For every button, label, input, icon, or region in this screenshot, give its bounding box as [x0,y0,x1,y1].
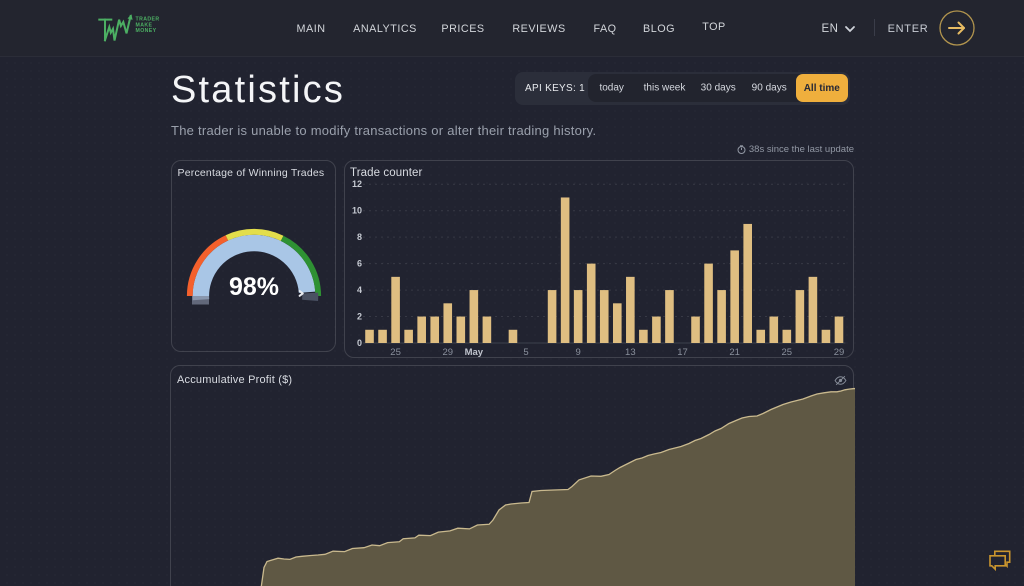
svg-text:4: 4 [357,285,362,295]
svg-text:21: 21 [729,347,740,358]
svg-text:6: 6 [357,259,362,269]
svg-text:8: 8 [357,232,362,242]
svg-text:MAKE: MAKE [136,22,153,28]
svg-text:29: 29 [442,347,453,358]
svg-text:5: 5 [523,347,528,358]
svg-text:May: May [465,347,484,358]
svg-text:13: 13 [625,347,636,358]
svg-text:2: 2 [357,312,362,322]
svg-text:17: 17 [677,347,688,358]
svg-text:10: 10 [352,206,362,216]
svg-text:25: 25 [390,347,401,358]
svg-text:25: 25 [782,347,793,358]
svg-text:MONEY: MONEY [136,28,157,34]
svg-text:TRADER: TRADER [136,17,160,23]
svg-text:29: 29 [834,347,845,358]
svg-text:0: 0 [357,338,362,348]
svg-text:9: 9 [576,347,581,358]
svg-text:98%: 98% [229,273,279,301]
svg-text:12: 12 [352,179,362,189]
